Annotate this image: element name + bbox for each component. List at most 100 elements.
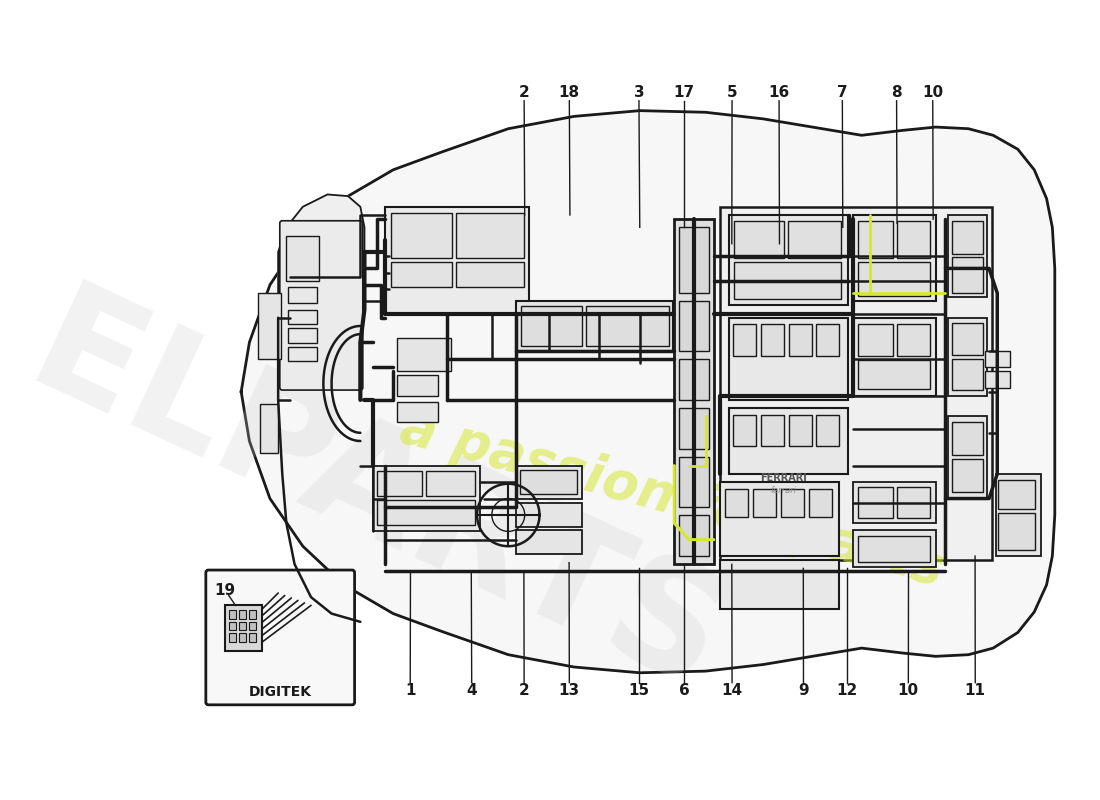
Text: 19: 19: [214, 583, 235, 598]
Text: 8: 8: [891, 85, 902, 100]
Bar: [789, 324, 812, 355]
Bar: [520, 470, 578, 494]
Text: FERRARI: FERRARI: [760, 473, 807, 483]
Bar: [679, 227, 708, 293]
Bar: [953, 221, 983, 254]
Bar: [679, 302, 708, 350]
Bar: [720, 560, 839, 610]
Bar: [754, 489, 777, 518]
Text: DIGITEK: DIGITEK: [249, 686, 311, 699]
Text: 7: 7: [837, 85, 848, 100]
Bar: [456, 213, 524, 258]
Bar: [390, 262, 452, 286]
Bar: [229, 622, 236, 630]
Bar: [520, 306, 582, 346]
Bar: [456, 262, 524, 286]
Bar: [517, 466, 582, 498]
Bar: [781, 489, 804, 518]
Bar: [239, 610, 246, 618]
Bar: [397, 375, 439, 396]
Bar: [854, 530, 936, 566]
Bar: [728, 408, 848, 474]
Bar: [586, 306, 669, 346]
Bar: [679, 359, 708, 400]
Bar: [286, 235, 319, 281]
Bar: [239, 622, 246, 630]
Bar: [517, 502, 582, 527]
Bar: [896, 487, 929, 518]
Text: 3: 3: [634, 85, 645, 100]
Bar: [288, 310, 317, 324]
Bar: [953, 323, 983, 354]
Bar: [288, 286, 317, 303]
Bar: [720, 206, 991, 560]
Bar: [517, 302, 672, 350]
Bar: [257, 293, 280, 359]
Bar: [720, 482, 839, 556]
Bar: [385, 206, 529, 314]
Text: 9: 9: [799, 683, 808, 698]
Bar: [679, 515, 708, 556]
Bar: [948, 318, 988, 396]
Polygon shape: [278, 194, 364, 383]
Bar: [728, 318, 848, 400]
Bar: [788, 221, 842, 258]
Bar: [725, 489, 748, 518]
Bar: [858, 324, 893, 355]
Text: a passion for parts: a passion for parts: [396, 401, 949, 596]
Bar: [948, 416, 988, 498]
Bar: [854, 482, 936, 523]
Bar: [996, 474, 1041, 556]
Bar: [377, 500, 475, 525]
Bar: [810, 489, 832, 518]
Bar: [229, 634, 236, 642]
Bar: [816, 324, 839, 355]
Bar: [249, 634, 256, 642]
Bar: [373, 466, 480, 531]
Bar: [733, 414, 756, 446]
Text: ELPARTS: ELPARTS: [9, 274, 745, 723]
Bar: [517, 530, 582, 554]
Polygon shape: [241, 110, 1055, 673]
Bar: [674, 219, 714, 564]
Text: 11: 11: [965, 683, 986, 698]
Text: 17: 17: [673, 85, 695, 100]
Text: 16: 16: [769, 85, 790, 100]
Text: 4: 4: [466, 683, 477, 698]
Bar: [948, 215, 988, 297]
Bar: [377, 471, 422, 496]
Bar: [390, 213, 452, 258]
Bar: [896, 324, 929, 355]
Text: 2: 2: [519, 85, 529, 100]
Bar: [760, 414, 783, 446]
Bar: [858, 361, 930, 390]
Text: 18: 18: [559, 85, 580, 100]
Bar: [397, 402, 439, 422]
Bar: [239, 634, 246, 642]
Text: 14: 14: [722, 683, 742, 698]
Bar: [858, 535, 930, 562]
Text: 1: 1: [405, 683, 416, 698]
Bar: [249, 622, 256, 630]
Text: 2: 2: [519, 683, 529, 698]
Bar: [953, 359, 983, 390]
Bar: [733, 324, 756, 355]
Bar: [854, 318, 936, 396]
Bar: [998, 481, 1035, 510]
Bar: [816, 414, 839, 446]
Bar: [728, 215, 848, 306]
Bar: [249, 610, 256, 618]
Bar: [854, 215, 936, 302]
Bar: [760, 324, 783, 355]
Bar: [397, 338, 451, 371]
Bar: [953, 257, 983, 293]
Bar: [288, 329, 317, 343]
Bar: [858, 262, 930, 296]
Bar: [953, 422, 983, 455]
Bar: [858, 221, 893, 258]
Bar: [288, 346, 317, 362]
Bar: [679, 408, 708, 450]
Bar: [229, 610, 236, 618]
Bar: [679, 458, 708, 506]
FancyBboxPatch shape: [279, 221, 363, 390]
